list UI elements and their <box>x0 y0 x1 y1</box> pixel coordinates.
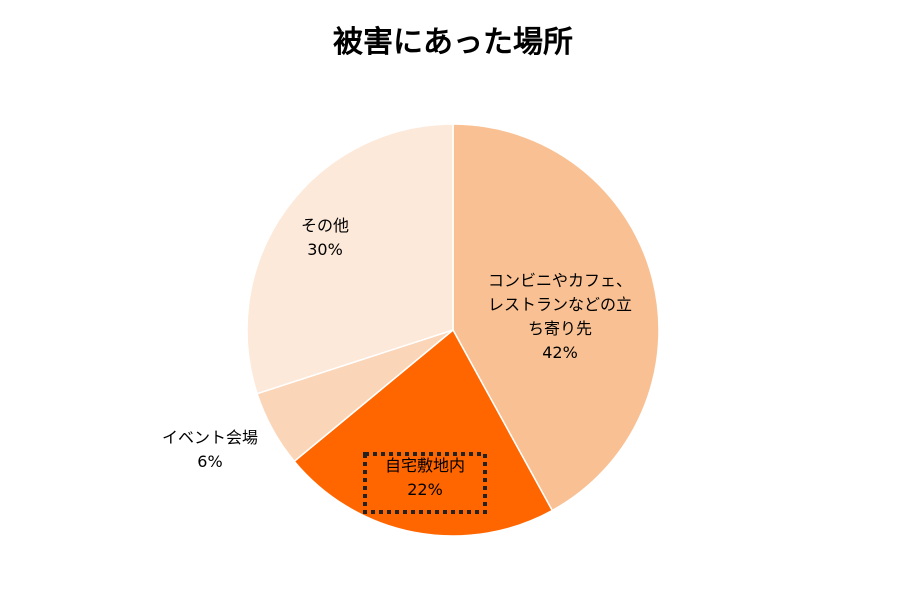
slice-category-label-2: イベント会場 <box>162 428 258 447</box>
slice-percent-label-3: 30% <box>307 240 343 259</box>
slice-percent-label-0: 42% <box>542 343 578 362</box>
slice-label-group-2: イベント会場 6% <box>162 428 258 471</box>
slice-percent-label-1: 22% <box>407 480 443 499</box>
slice-label-group-3: その他 30% <box>301 216 349 259</box>
pie-slice-3 <box>246 123 454 395</box>
pie-slice-1 <box>293 328 554 537</box>
chart-title: 被害にあった場所 <box>333 25 573 60</box>
pie-slice-0 <box>452 123 660 512</box>
slice-percent-label-2: 6% <box>197 452 222 471</box>
slice-category-label-0: ち寄り先 <box>528 319 592 338</box>
slice-category-label-1: 自宅敷地内 <box>385 456 465 475</box>
slice-category-label-0: コンビニやカフェ、 <box>488 271 632 290</box>
slice-category-label-3: その他 <box>301 216 349 235</box>
slice-label-group-1: 自宅敷地内 22% <box>363 452 487 514</box>
slices-layer <box>246 123 660 537</box>
highlight-box <box>363 452 487 514</box>
slice-category-label-0: レストランなどの立 <box>488 295 632 314</box>
